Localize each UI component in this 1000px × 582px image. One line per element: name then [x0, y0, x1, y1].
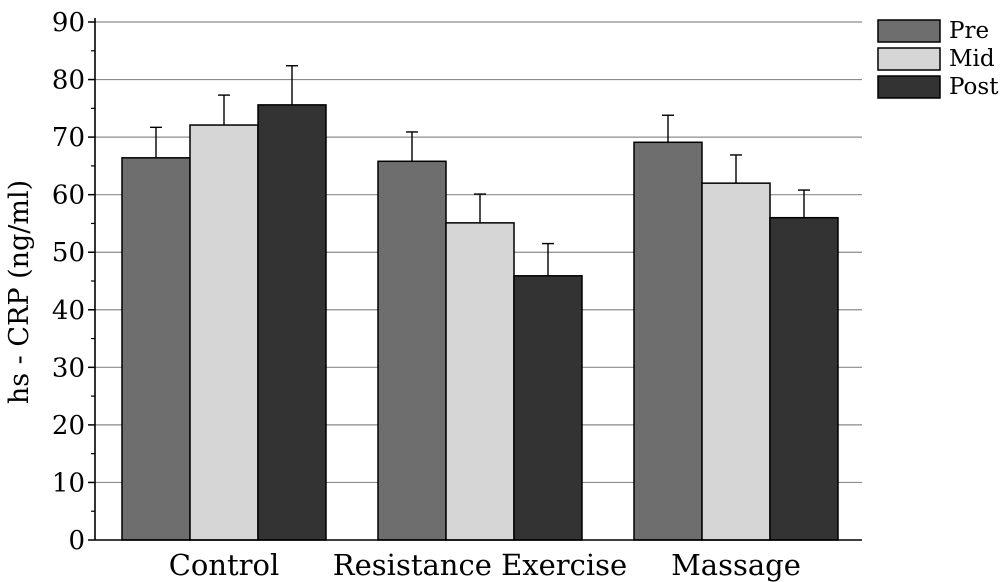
- y-tick-label: 50: [52, 238, 85, 268]
- y-tick-label: 10: [52, 468, 85, 498]
- y-tick-label: 40: [52, 296, 85, 326]
- bar-post: [513, 275, 583, 541]
- legend-swatch-post: [877, 75, 941, 99]
- bar-pre: [633, 141, 703, 541]
- x-category-label: Massage: [671, 548, 801, 582]
- legend-label-mid: Mid: [949, 46, 995, 72]
- y-tick-label: 20: [52, 411, 85, 441]
- x-category-label: Control: [169, 548, 280, 582]
- error-bars: [150, 65, 810, 276]
- y-axis-title: hs - CRP (ng/ml): [4, 180, 35, 404]
- legend-label-pre: Pre: [949, 18, 989, 44]
- bar-pre: [121, 157, 191, 541]
- bar-mid: [701, 182, 771, 541]
- legend-swatch-mid: [877, 47, 941, 71]
- y-tick-label: 70: [52, 123, 85, 153]
- bar-mid: [189, 124, 259, 541]
- y-tick-label: 80: [52, 66, 85, 96]
- x-category-label: Resistance Exercise: [333, 548, 627, 582]
- y-tick-label: 0: [68, 526, 85, 556]
- y-axis-tick-labels: 0 10 20 30 40 50 60 70 80 90: [52, 8, 85, 556]
- bars: [121, 104, 839, 541]
- axes: [88, 18, 862, 541]
- bar-post: [769, 216, 839, 541]
- bar-pre: [377, 160, 447, 541]
- bar-mid: [445, 222, 515, 541]
- y-tick-label: 90: [52, 8, 85, 38]
- legend-label-post: Post: [949, 74, 999, 100]
- bar-post: [257, 104, 327, 541]
- y-tick-label: 60: [52, 181, 85, 211]
- y-tick-label: 30: [52, 353, 85, 383]
- x-axis-category-labels: Control Resistance Exercise Massage: [169, 548, 801, 582]
- legend-swatch-pre: [877, 19, 941, 43]
